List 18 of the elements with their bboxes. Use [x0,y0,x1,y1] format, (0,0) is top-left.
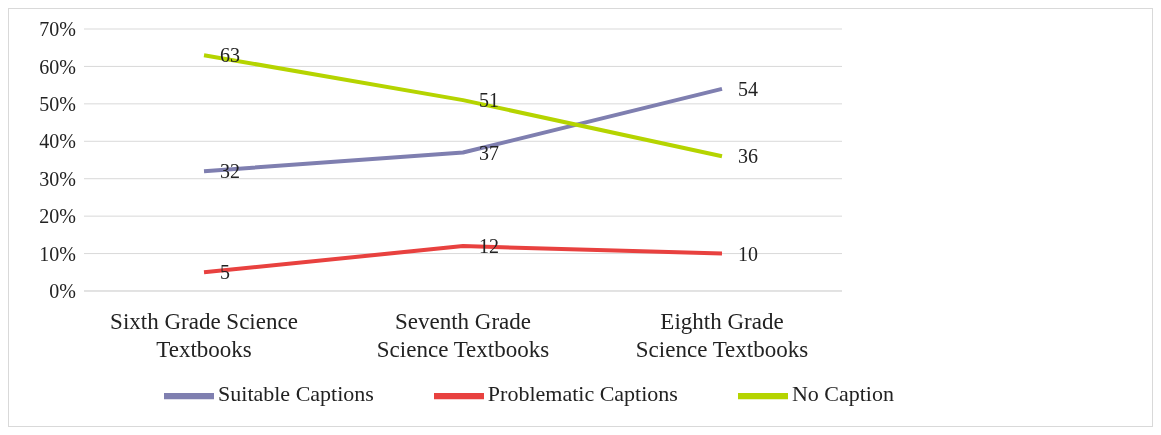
data-label: 10 [738,242,758,265]
legend-label: No Caption [791,381,894,407]
x-tick-label: Eighth Grade Science Textbooks [635,309,809,362]
data-label: 54 [738,77,758,100]
legend-label: Problematic Captions [487,381,678,407]
data-label: 37 [479,141,499,164]
y-tick-label: 30% [39,167,76,190]
data-label: 36 [738,145,758,168]
legend-label: Suitable Captions [218,381,374,407]
y-tick-label: 50% [39,92,76,115]
y-tick-label: 60% [39,55,76,78]
y-tick-label: 70% [39,18,76,41]
y-tick-label: 10% [39,242,76,265]
y-tick-label: 40% [39,130,76,153]
y-tick-label: 20% [39,205,76,228]
x-tick-label: Sixth Grade Science Textbooks [110,309,298,362]
y-tick-label: 0% [49,280,76,303]
x-tick-label: Seventh Grade Science Textbooks [376,309,550,362]
